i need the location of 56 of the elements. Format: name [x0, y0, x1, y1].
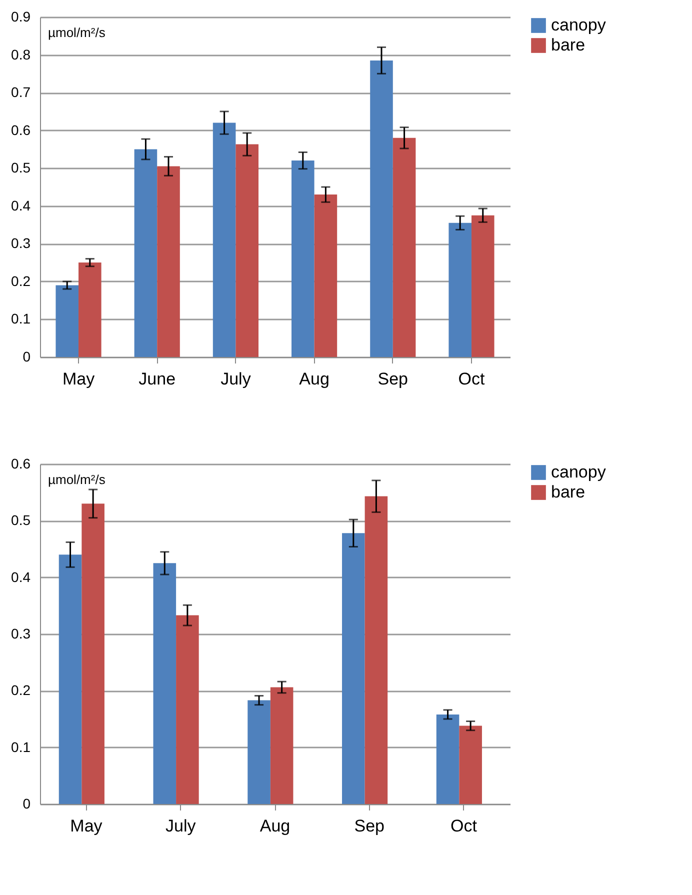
x-tick-label: July — [166, 816, 196, 836]
y-tick-label: 0.5 — [11, 160, 31, 176]
y-tick-label: 0.4 — [11, 197, 31, 214]
bar — [78, 262, 102, 357]
bar — [392, 138, 416, 357]
bar — [58, 554, 82, 804]
bar — [342, 533, 365, 804]
bar — [56, 285, 79, 357]
bar — [314, 194, 338, 357]
x-tick-label: Sep — [354, 816, 385, 836]
y-tick-label: 0 — [22, 348, 31, 364]
bar — [212, 122, 236, 357]
bar — [153, 563, 176, 804]
y-tick-label: 0.9 — [11, 8, 31, 24]
bar — [471, 215, 494, 357]
bar — [176, 615, 199, 804]
y-tick-label: 0.3 — [11, 626, 31, 642]
bar — [248, 700, 270, 804]
bar — [459, 726, 482, 804]
y-tick-label: 0.6 — [11, 122, 31, 138]
bar — [270, 687, 294, 804]
x-tick-label: Sep — [378, 370, 408, 388]
bar — [448, 222, 472, 357]
x-tick-label: July — [220, 370, 252, 388]
legend-label: canopy — [551, 16, 606, 34]
y-tick-label: 0.1 — [11, 310, 31, 327]
x-tick-label: Aug — [260, 816, 290, 836]
y-tick-label: 0.3 — [11, 235, 31, 252]
legend-label: canopy — [551, 462, 606, 482]
y-tick-label: 0.5 — [11, 512, 31, 528]
bar — [157, 166, 180, 357]
y-axis-title: µmol/m²/s — [48, 472, 106, 487]
bar — [370, 60, 393, 357]
bar — [134, 149, 158, 357]
y-tick-label: 0.6 — [11, 456, 31, 472]
bar — [82, 504, 104, 804]
x-tick-label: May — [70, 816, 103, 836]
x-tick-label: Aug — [299, 370, 330, 388]
bar — [236, 144, 258, 357]
legend-label: bare — [551, 482, 586, 502]
bar — [292, 160, 314, 357]
y-tick-label: 0.8 — [11, 46, 31, 62]
x-tick-label: June — [138, 370, 176, 388]
legend-label: bare — [551, 36, 586, 54]
y-tick-label: 0.1 — [11, 738, 31, 755]
x-tick-label: Oct — [458, 370, 485, 388]
x-tick-label: Oct — [450, 816, 478, 836]
y-axis-title: µmol/m²/s — [48, 25, 106, 40]
y-tick-label: 0 — [22, 796, 31, 812]
bar — [364, 496, 388, 804]
y-tick-label: 0.7 — [11, 84, 31, 100]
bar — [436, 714, 460, 804]
y-tick-label: 0.4 — [11, 568, 31, 585]
y-tick-label: 0.2 — [11, 272, 31, 289]
y-tick-label: 0.2 — [11, 682, 31, 698]
x-tick-label: May — [62, 370, 96, 388]
